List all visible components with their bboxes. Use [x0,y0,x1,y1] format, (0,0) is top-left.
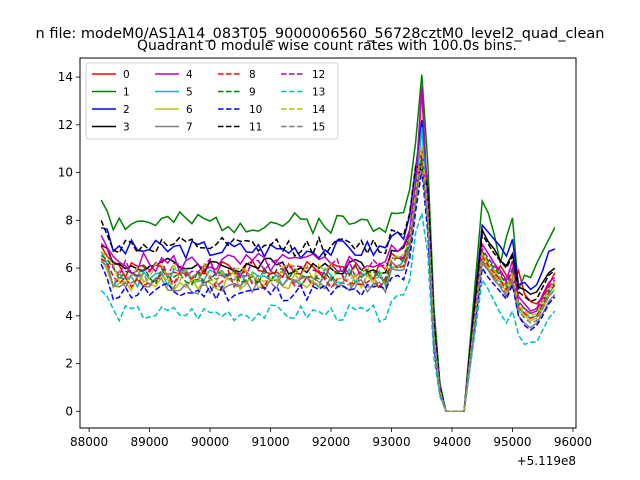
legend-label: 11 [249,122,262,134]
legend-label: 8 [249,69,256,81]
legend-label: 5 [186,87,193,99]
series-line-14 [100,146,556,413]
legend-label: 10 [249,104,262,116]
y-tick-label: 8 [65,213,73,227]
x-tick-label: 90000 [191,435,229,449]
legend-label: 7 [186,122,193,134]
x-tick-label: 88000 [70,435,108,449]
legend-label: 12 [312,69,325,81]
series-line-10 [100,170,556,413]
series-line-3 [100,162,556,413]
legend-label: 6 [186,104,193,116]
x-tick-label: 92000 [312,435,350,449]
series-lines [100,74,556,413]
series-line-1 [100,74,556,413]
series-line-15 [100,165,556,413]
legend-label: 0 [123,69,130,81]
legend-label: 4 [186,69,193,81]
legend-label: 14 [312,104,326,116]
legend-label: 3 [123,122,130,134]
plot-frame [79,57,577,429]
figure-suptitle: n file: modeM0/AS1A14_083T05_9000006560_… [36,26,605,42]
y-tick-label: 4 [65,309,73,323]
legend-label: 2 [123,104,130,116]
y-tick-label: 10 [58,166,73,180]
legend-box [85,62,339,140]
x-tick-label: 94000 [433,435,471,449]
x-tick-label: 93000 [372,435,410,449]
series-line-13 [100,212,556,413]
y-tick-label: 6 [65,261,73,275]
x-offset-label: +5.119e8 [517,454,576,468]
y-tick-label: 12 [58,118,73,132]
x-tick-label: 96000 [554,435,592,449]
legend-label: 1 [123,87,130,99]
x-tick-label: 91000 [251,435,289,449]
y-axis: 0 2 4 6 8 10 12 14 [58,70,80,418]
legend-label: 15 [312,122,325,134]
chart-title: Quadrant 0 module wise count rates with … [137,38,517,54]
y-tick-label: 14 [58,70,73,84]
y-tick-label: 0 [65,404,73,418]
series-line-9 [100,158,556,413]
x-axis: 88000 89000 90000 91000 92000 93000 94000 95000… [70,428,592,449]
series-line-8 [100,153,556,413]
x-tick-label: 89000 [130,435,168,449]
series-line-11 [100,163,556,413]
legend-label: 13 [312,87,325,99]
y-tick-label: 2 [65,357,73,371]
legend-label: 9 [249,87,256,99]
series-line-12 [100,150,556,413]
x-tick-label: 95000 [493,435,531,449]
